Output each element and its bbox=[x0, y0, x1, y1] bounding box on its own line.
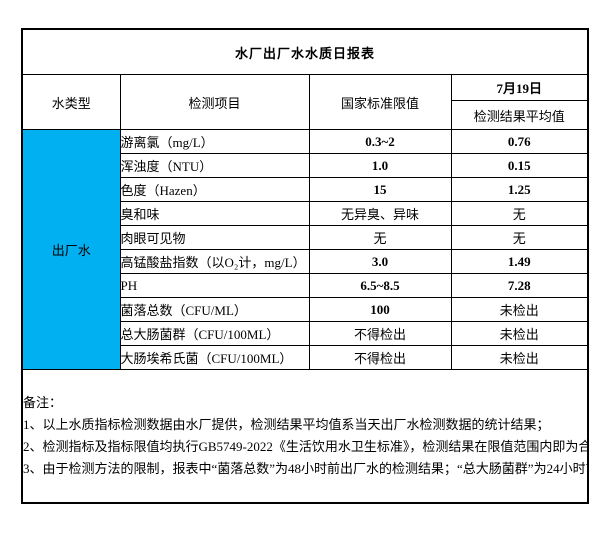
limit-cell: 不得检出 bbox=[308, 321, 452, 346]
notes-section: 备注： 1、以上水质指标检测数据由水厂提供，检测结果平均值系当天出厂水检测数据的… bbox=[21, 369, 589, 504]
item-cell: PH bbox=[119, 273, 310, 298]
limit-cell: 无异臭、异味 bbox=[308, 201, 452, 226]
limit-cell: 3.0 bbox=[308, 249, 452, 274]
note-line-2: 2、检测指标及指标限值均执行GB5749-2022《生活饮用水卫生标准》，检测结… bbox=[23, 439, 589, 454]
header-row: 水类型 检测项目 国家标准限值 7月19日 bbox=[21, 74, 589, 130]
table-row: 肉眼可见物 无 无 bbox=[22, 225, 589, 250]
limit-cell: 6.5~8.5 bbox=[308, 273, 452, 298]
header-test-item: 检测项目 bbox=[119, 74, 310, 130]
table-row: 出厂水 游离氯（mg/L） 0.3~2 0.76 bbox=[21, 129, 589, 370]
result-cell: 未检出 bbox=[450, 297, 589, 322]
item-cell: 大肠埃希氏菌（CFU/100ML） bbox=[119, 345, 310, 370]
table-row: 色度（Hazen） 15 1.25 bbox=[22, 177, 589, 202]
item-cell: 高锰酸盐指数（以O₂计，mg/L） bbox=[119, 249, 310, 274]
table-row: 大肠埃希氏菌（CFU/100ML） 不得检出 未检出 bbox=[22, 345, 589, 370]
item-cell: 色度（Hazen） bbox=[119, 177, 310, 202]
notes-label: 备注： bbox=[23, 395, 63, 410]
result-cell: 0.76 bbox=[450, 129, 589, 154]
limit-cell: 100 bbox=[308, 297, 452, 322]
limit-cell: 1.0 bbox=[308, 153, 452, 178]
item-cell: 游离氯（mg/L） bbox=[119, 129, 310, 154]
title-row: 水厂出厂水水质日报表 bbox=[21, 28, 589, 75]
result-cell: 无 bbox=[450, 201, 589, 226]
table-row: 总大肠菌群（CFU/100ML） 不得检出 未检出 bbox=[22, 321, 589, 346]
limit-cell: 15 bbox=[308, 177, 452, 202]
result-cell: 未检出 bbox=[450, 345, 589, 370]
water-quality-report-table: 水厂出厂水水质日报表 水类型 检测项目 国家标准限值 7月19日 检测结果平均值… bbox=[21, 28, 590, 504]
table-row: 菌落总数（CFU/ML） 100 未检出 bbox=[22, 297, 589, 322]
header-subrow: 检测结果平均值 bbox=[22, 100, 589, 130]
result-cell: 未检出 bbox=[450, 321, 589, 346]
result-cell: 无 bbox=[450, 225, 589, 250]
result-cell: 0.15 bbox=[450, 153, 589, 178]
header-date: 7月19日 bbox=[450, 74, 589, 101]
table-row: 浑浊度（NTU） 1.0 0.15 bbox=[22, 153, 589, 178]
limit-cell: 0.3~2 bbox=[308, 129, 452, 154]
table-row: 臭和味 无异臭、异味 无 bbox=[22, 201, 589, 226]
report-title: 水厂出厂水水质日报表 bbox=[21, 28, 589, 75]
item-cell: 臭和味 bbox=[119, 201, 310, 226]
item-cell: 浑浊度（NTU） bbox=[119, 153, 310, 178]
header-standard-limit: 国家标准限值 bbox=[308, 74, 452, 130]
header-result-avg: 检测结果平均值 bbox=[450, 100, 589, 130]
note-line-3: 3、由于检测方法的限制，报表中“菌落总数”为48小时前出厂水的检测结果；“总大肠… bbox=[23, 461, 587, 476]
item-cell: 总大肠菌群（CFU/100ML） bbox=[119, 321, 310, 346]
result-cell: 1.25 bbox=[450, 177, 589, 202]
limit-cell: 不得检出 bbox=[308, 345, 452, 370]
notes-row: 备注： 1、以上水质指标检测数据由水厂提供，检测结果平均值系当天出厂水检测数据的… bbox=[21, 369, 589, 504]
header-water-type: 水类型 bbox=[21, 74, 121, 130]
table-row: PH 6.5~8.5 7.28 bbox=[22, 273, 589, 298]
water-type-cell: 出厂水 bbox=[21, 129, 121, 370]
note-line-1: 1、以上水质指标检测数据由水厂提供，检测结果平均值系当天出厂水检测数据的统计结果… bbox=[23, 417, 550, 432]
table-row: 高锰酸盐指数（以O₂计，mg/L） 3.0 1.49 bbox=[22, 249, 589, 274]
result-cell: 1.49 bbox=[450, 249, 589, 274]
limit-cell: 无 bbox=[308, 225, 452, 250]
item-cell: 菌落总数（CFU/ML） bbox=[119, 297, 310, 322]
item-cell: 肉眼可见物 bbox=[119, 225, 310, 250]
result-cell: 7.28 bbox=[450, 273, 589, 298]
